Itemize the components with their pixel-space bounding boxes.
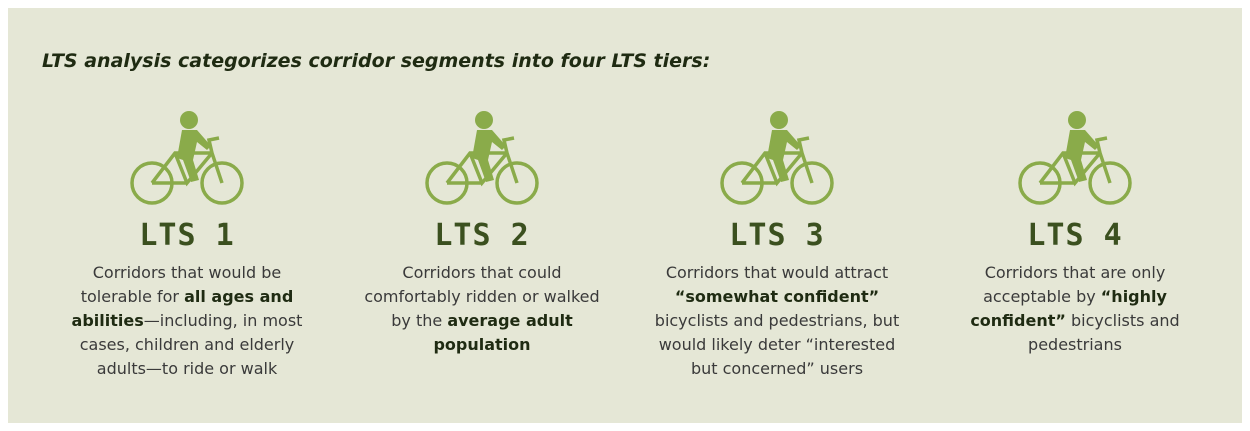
description-text: bicyclists and pedestrians, but would li… [654, 311, 900, 378]
tier-description: Corridors that would attract “somewhat c… [650, 261, 905, 381]
title: LTS analysis categorizes corridor segmen… [42, 50, 711, 72]
bike-icon [127, 108, 247, 208]
description-text: bicyclists and pedestrians [1028, 311, 1180, 354]
description-text: “somewhat confident” [674, 287, 880, 306]
tier-label: LTS 1 [139, 218, 235, 253]
bike-icon [1015, 108, 1135, 208]
tier-description: Corridors that are only acceptable by “h… [948, 261, 1203, 357]
description-text: all ages and abilities [71, 287, 294, 330]
description-text: “highly confident” [970, 287, 1167, 330]
tier: LTS 3 Corridors that would attract “somew… [642, 108, 912, 381]
tier-label: LTS 3 [729, 218, 825, 253]
description-text: Corridors that could comfortably ridden … [364, 263, 600, 330]
tier-description: Corridors that would be tolerable for al… [60, 261, 315, 381]
tier: LTS 1 Corridors that would be tolerable f… [52, 108, 322, 381]
bike-icon [422, 108, 542, 208]
description-text: average adult population [433, 311, 573, 354]
tier: LTS 2 Corridors that could comfortably ri… [347, 108, 617, 357]
description-text: Corridors that would attract [665, 263, 889, 282]
tier-label: LTS 4 [1027, 218, 1123, 253]
tier-label: LTS 2 [434, 218, 530, 253]
description-text: —including, in most cases, children and … [79, 311, 303, 378]
tier-description: Corridors that could comfortably ridden … [355, 261, 610, 357]
bike-icon [717, 108, 837, 208]
description-text: Corridors that are only acceptable by [983, 263, 1166, 306]
description-text: Corridors that would be tolerable for [80, 263, 282, 306]
tier: LTS 4 Corridors that are only acceptable … [940, 108, 1210, 357]
panel: LTS analysis categorizes corridor segmen… [8, 8, 1242, 423]
